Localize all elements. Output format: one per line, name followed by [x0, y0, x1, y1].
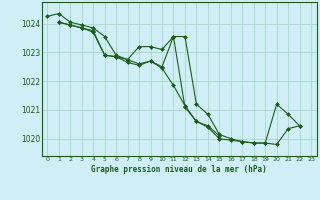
X-axis label: Graphe pression niveau de la mer (hPa): Graphe pression niveau de la mer (hPa): [91, 165, 267, 174]
